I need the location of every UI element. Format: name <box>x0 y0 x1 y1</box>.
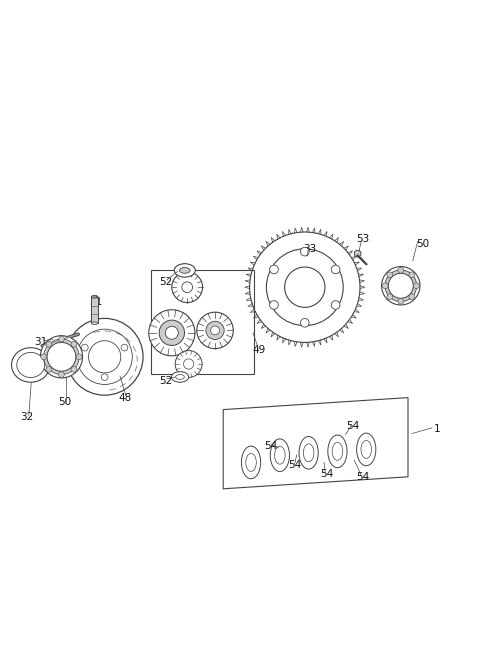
Circle shape <box>398 268 404 273</box>
Circle shape <box>46 367 52 372</box>
Circle shape <box>71 367 77 372</box>
Circle shape <box>66 318 143 395</box>
Text: 49: 49 <box>252 344 266 355</box>
Circle shape <box>71 341 77 347</box>
Circle shape <box>270 300 278 310</box>
Circle shape <box>182 282 192 293</box>
Circle shape <box>285 267 325 308</box>
Text: 52: 52 <box>159 277 172 287</box>
Ellipse shape <box>328 435 347 468</box>
Ellipse shape <box>91 322 98 325</box>
Circle shape <box>59 336 64 342</box>
Circle shape <box>383 283 388 289</box>
Circle shape <box>88 340 121 373</box>
Circle shape <box>266 249 343 325</box>
Ellipse shape <box>357 433 376 466</box>
Circle shape <box>40 336 83 378</box>
Circle shape <box>206 321 224 340</box>
Text: 51: 51 <box>89 297 103 306</box>
Circle shape <box>382 266 420 305</box>
Circle shape <box>331 300 340 310</box>
Circle shape <box>166 326 178 339</box>
Bar <box>91 297 98 323</box>
Ellipse shape <box>176 375 184 379</box>
Ellipse shape <box>303 444 314 462</box>
Ellipse shape <box>171 372 189 382</box>
Circle shape <box>331 265 340 274</box>
Ellipse shape <box>180 268 190 274</box>
Circle shape <box>175 350 202 377</box>
Circle shape <box>409 294 415 300</box>
Circle shape <box>149 310 195 356</box>
Ellipse shape <box>91 295 98 298</box>
Circle shape <box>46 341 52 347</box>
Circle shape <box>211 326 219 335</box>
Ellipse shape <box>299 436 318 469</box>
Text: 54: 54 <box>288 460 302 470</box>
Text: 33: 33 <box>303 244 316 254</box>
Text: 53: 53 <box>356 234 369 244</box>
Text: 31: 31 <box>34 337 48 348</box>
Circle shape <box>409 272 415 277</box>
Circle shape <box>44 339 79 375</box>
Ellipse shape <box>17 352 45 377</box>
Text: 54: 54 <box>346 421 360 432</box>
Circle shape <box>47 342 76 371</box>
Circle shape <box>159 320 184 346</box>
Circle shape <box>300 247 309 256</box>
Text: 32: 32 <box>20 412 33 422</box>
Circle shape <box>387 272 393 277</box>
Circle shape <box>183 359 194 369</box>
Circle shape <box>300 318 309 327</box>
Text: 54: 54 <box>264 441 278 451</box>
Ellipse shape <box>332 442 343 461</box>
Ellipse shape <box>12 348 50 382</box>
Bar <box>151 270 254 374</box>
Ellipse shape <box>275 446 285 464</box>
Circle shape <box>387 294 393 300</box>
Ellipse shape <box>174 264 195 277</box>
Circle shape <box>82 344 88 351</box>
Circle shape <box>172 272 203 302</box>
Text: 1: 1 <box>433 424 440 434</box>
Circle shape <box>197 312 233 348</box>
Circle shape <box>354 250 361 257</box>
Text: 50: 50 <box>58 398 72 407</box>
Ellipse shape <box>246 453 256 472</box>
Circle shape <box>398 298 404 304</box>
Circle shape <box>76 354 82 359</box>
Ellipse shape <box>241 446 261 479</box>
Ellipse shape <box>361 440 372 459</box>
Circle shape <box>413 283 419 289</box>
Circle shape <box>270 265 278 274</box>
Text: 54: 54 <box>356 472 369 482</box>
Text: 48: 48 <box>118 392 132 403</box>
Text: 54: 54 <box>320 470 333 480</box>
Circle shape <box>121 344 128 351</box>
Text: 50: 50 <box>416 239 429 249</box>
Circle shape <box>59 372 64 377</box>
Text: 52: 52 <box>159 376 172 386</box>
Circle shape <box>41 354 47 359</box>
Circle shape <box>385 270 417 302</box>
Circle shape <box>388 274 413 298</box>
Circle shape <box>250 232 360 342</box>
Ellipse shape <box>270 439 289 472</box>
Circle shape <box>101 374 108 380</box>
